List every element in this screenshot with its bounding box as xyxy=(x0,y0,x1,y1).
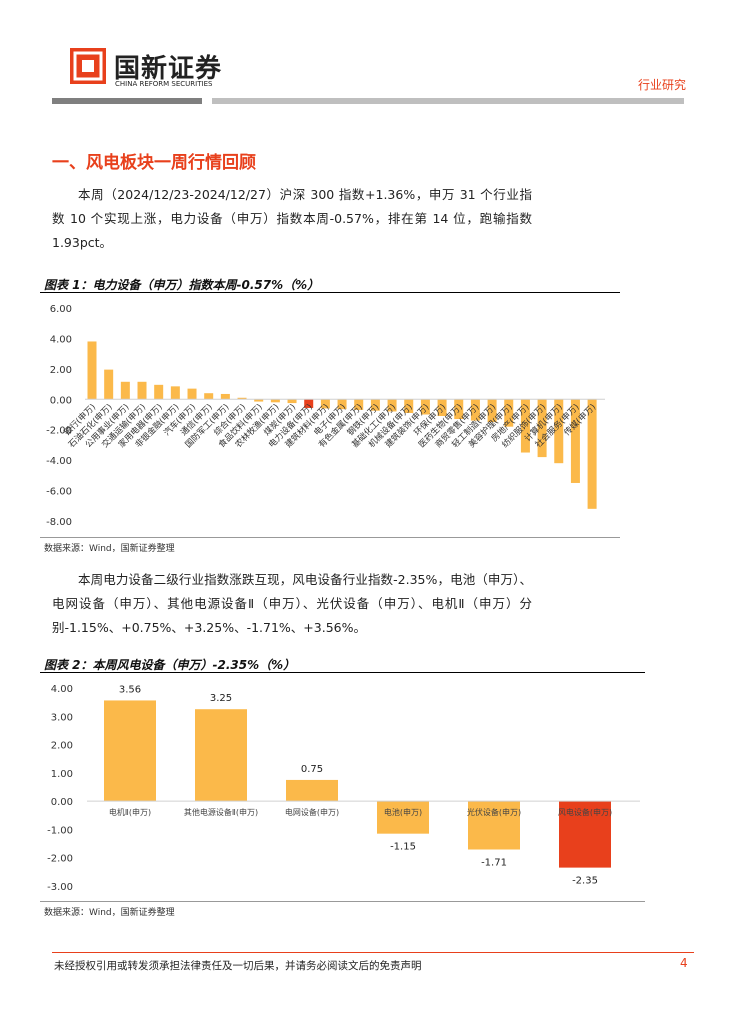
bar xyxy=(387,399,397,412)
bar xyxy=(554,399,564,464)
bar xyxy=(104,700,156,802)
x-tick-label: 其他电源设备Ⅱ(申万) xyxy=(184,807,258,817)
header-bar xyxy=(212,98,684,104)
y-tick-label: -8.00 xyxy=(46,517,72,528)
y-tick-label: -2.00 xyxy=(46,426,72,437)
bar xyxy=(195,709,247,802)
bar xyxy=(520,399,530,453)
bar xyxy=(377,801,429,834)
logo-icon xyxy=(70,48,106,84)
chart: -8.00-6.00-4.00-2.000.002.004.006.00银行(申… xyxy=(46,304,605,528)
x-tick-label: 风电设备(申万) xyxy=(558,807,612,817)
bar xyxy=(270,399,280,403)
bar xyxy=(154,384,164,400)
figure-caption: 图表 2：本周风电设备（申万）-2.35%（%） xyxy=(44,658,296,672)
x-tick-label: 光伏设备(申万) xyxy=(467,807,521,817)
bar xyxy=(204,393,214,400)
data-label: -1.15 xyxy=(390,842,416,853)
bar xyxy=(404,399,414,413)
bar xyxy=(570,399,580,483)
data-label: 0.75 xyxy=(301,764,323,775)
logo-en: CHINA REFORM SECURITIES xyxy=(115,80,213,88)
bar xyxy=(254,399,264,402)
y-tick-label: 2.00 xyxy=(50,365,72,376)
bar xyxy=(120,381,130,400)
y-tick-label: 4.00 xyxy=(50,334,72,345)
caption-rule xyxy=(40,672,645,673)
y-tick-label: -1.00 xyxy=(47,825,73,836)
caption-rule xyxy=(40,292,620,293)
y-tick-label: 1.00 xyxy=(51,769,73,780)
y-tick-label: 0.00 xyxy=(51,797,73,808)
paragraph: 本周（2024/12/23-2024/12/27）沪深 300 指数+1.36%… xyxy=(52,187,532,250)
x-tick-label: 电机Ⅱ(申万) xyxy=(109,807,151,817)
bar xyxy=(137,381,147,400)
section-tag: 行业研究 xyxy=(638,78,687,92)
disclaimer: 未经授权引用或转发须承担法律责任及一切后果，并请务必阅读文后的免责声明 xyxy=(54,960,422,972)
y-tick-label: -6.00 xyxy=(46,487,72,498)
bar xyxy=(87,341,97,400)
y-tick-label: -2.00 xyxy=(47,854,73,865)
heading: 一、风电板块一周行情回顾 xyxy=(52,153,256,173)
y-tick-label: 0.00 xyxy=(50,395,72,406)
bar xyxy=(304,399,314,408)
bar xyxy=(420,399,430,415)
bar xyxy=(470,399,480,421)
data-label: 3.25 xyxy=(210,693,232,704)
bar xyxy=(454,399,464,420)
bar xyxy=(487,399,497,423)
y-tick-label: -4.00 xyxy=(46,456,72,467)
y-tick-label: -3.00 xyxy=(47,882,73,893)
footer-rule xyxy=(52,952,694,953)
y-tick-label: 3.00 xyxy=(51,712,73,723)
bar xyxy=(587,399,597,509)
data-label: -1.71 xyxy=(481,858,507,869)
figure-caption: 图表 1：电力设备（申万）指数本周-0.57%（%） xyxy=(44,278,320,292)
bar xyxy=(354,399,364,410)
bar xyxy=(237,397,247,400)
bar xyxy=(504,399,514,427)
x-tick-label: 电池(申万) xyxy=(384,807,422,817)
y-tick-label: 6.00 xyxy=(50,304,72,315)
chart-rule xyxy=(40,537,620,538)
bar xyxy=(437,399,447,417)
logo-text: 国新证券 xyxy=(114,54,223,84)
y-tick-label: 4.00 xyxy=(51,684,73,695)
chart-rule xyxy=(40,901,645,902)
bar xyxy=(286,779,338,802)
bar xyxy=(170,386,180,400)
bar xyxy=(468,801,520,850)
bar xyxy=(537,399,547,458)
bar xyxy=(104,369,114,400)
y-tick-label: 2.00 xyxy=(51,741,73,752)
bar xyxy=(370,399,380,411)
x-tick-label: 电网设备(申万) xyxy=(285,807,339,817)
data-label: 3.56 xyxy=(119,684,141,695)
bar xyxy=(559,801,611,868)
paragraph: 本周电力设备二级行业指数涨跌互现，风电设备行业指数-2.35%，电池（申万）、电… xyxy=(52,572,532,635)
figure-source: 数据来源：Wind，国新证券整理 xyxy=(44,544,175,554)
page-number: 4 xyxy=(680,956,688,970)
bar xyxy=(287,399,297,404)
bar xyxy=(320,399,330,409)
figure-source: 数据来源：Wind，国新证券整理 xyxy=(44,908,175,918)
bar xyxy=(187,388,197,400)
chart: -3.00 -2.00 -1.00 0.00 1.00 2.00 3.00 4.00 电机Ⅱ(申… xyxy=(47,684,640,893)
data-label: -2.35 xyxy=(572,876,598,887)
bar xyxy=(220,393,230,400)
header-bar xyxy=(52,98,202,104)
bar xyxy=(337,399,347,410)
